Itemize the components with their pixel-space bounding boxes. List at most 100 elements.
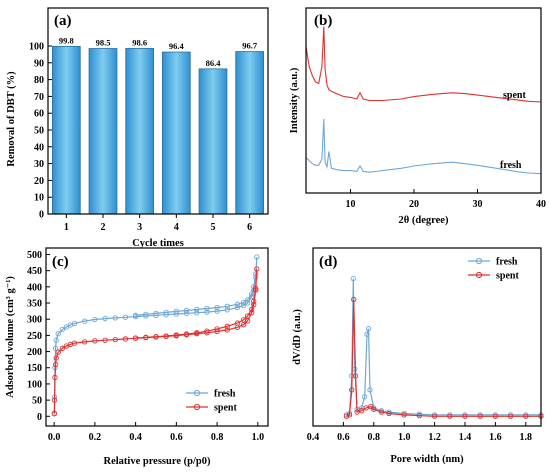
- x-tick-label: 1.0: [398, 432, 411, 443]
- data-point-spent: [371, 406, 377, 412]
- x-tick-label: 0.0: [48, 432, 61, 443]
- data-point-spent: [352, 373, 359, 379]
- data-point-spent: [346, 412, 353, 418]
- panel-d: 0.4 0.6 0.8 1.0 1.2 1.4 1.6 1.8 fresh spent (d) Por…: [292, 247, 544, 465]
- data-point-fresh: [143, 313, 149, 319]
- data-point-fresh: [143, 311, 149, 317]
- bar: [198, 68, 228, 215]
- data-point-spent: [224, 327, 230, 333]
- data-point-fresh: [82, 318, 88, 324]
- x-tick-label: 20: [409, 199, 419, 210]
- data-point-spent: [523, 413, 529, 419]
- y-tick-label: 100: [27, 379, 42, 390]
- annotation-fresh: fresh: [500, 160, 522, 171]
- y-tick-label: 200: [27, 347, 42, 358]
- annotation-spent: spent: [503, 90, 526, 101]
- x-tick-label: 2: [101, 222, 106, 233]
- data-point-spent: [51, 411, 58, 417]
- x-tick-label: 1.4: [459, 432, 472, 443]
- data-point-spent: [59, 345, 65, 351]
- y-tick-label: 60: [34, 109, 44, 120]
- data-point-fresh: [214, 308, 220, 314]
- series-line-fresh: [53, 257, 258, 414]
- bar-value-label: 98.6: [132, 37, 147, 47]
- data-point-spent: [363, 405, 369, 411]
- data-point-fresh: [364, 331, 370, 337]
- legend-marker-spent: [475, 271, 483, 279]
- data-point-fresh: [365, 326, 372, 332]
- bar-value-label: 86.4: [206, 58, 222, 68]
- data-point-fresh: [173, 311, 179, 317]
- y-tick-label: 50: [34, 126, 44, 137]
- x-tick-label: 0.4: [129, 432, 142, 443]
- data-point-fresh: [55, 331, 61, 337]
- data-point-spent: [153, 334, 159, 340]
- data-point-spent: [462, 413, 468, 419]
- x-tick-label: 3: [137, 222, 142, 233]
- bar-value-label: 99.8: [59, 35, 74, 45]
- legend-marker-fresh: [475, 257, 483, 265]
- y-tick-label: 90: [34, 58, 44, 69]
- data-point-spent: [71, 340, 78, 346]
- data-point-fresh: [214, 304, 220, 311]
- data-point-fresh: [253, 271, 259, 277]
- data-point-fresh: [194, 306, 200, 313]
- data-point-fresh: [249, 291, 255, 297]
- panel-b: spent fresh 10 20 30 40 (b) 2θ (degree) Intensit…: [289, 7, 546, 226]
- data-point-fresh: [71, 320, 78, 327]
- data-point-spent: [52, 361, 59, 368]
- legend-label-fresh: fresh: [496, 257, 518, 268]
- series-line-fresh: [305, 118, 542, 175]
- data-point-spent: [112, 336, 118, 343]
- data-point-spent: [253, 285, 259, 292]
- data-point-fresh: [102, 315, 108, 322]
- bar: [161, 51, 191, 215]
- plot-frame: [312, 247, 542, 427]
- data-point-spent: [102, 337, 108, 343]
- data-point-spent: [204, 330, 210, 336]
- y-tick-label: 70: [34, 92, 44, 103]
- x-tick-label: 4: [174, 222, 179, 233]
- x-tick-label: 0.8: [211, 432, 224, 443]
- panel-label: (b): [314, 13, 332, 29]
- data-point-fresh: [173, 308, 179, 315]
- x-axis-title: Cycle times: [132, 238, 184, 249]
- bar-value-label: 98.5: [96, 38, 111, 48]
- x-tick-label: 1.2: [428, 432, 441, 443]
- data-point-fresh: [183, 307, 190, 314]
- series-line-spent: [53, 268, 258, 414]
- data-point-spent: [386, 410, 392, 417]
- data-point-fresh: [63, 324, 70, 330]
- y-tick-label: 150: [27, 363, 42, 374]
- data-point-spent: [401, 412, 407, 418]
- x-tick-label: 10: [345, 199, 355, 210]
- data-point-spent: [477, 413, 483, 419]
- y-tick-label: 250: [27, 331, 42, 342]
- x-tick-label: 40: [536, 199, 546, 210]
- data-point-fresh: [92, 316, 98, 323]
- data-point-spent: [378, 409, 385, 415]
- x-axis-title: Pore width (nm): [390, 454, 464, 465]
- data-point-spent: [240, 322, 247, 328]
- data-point-spent: [249, 310, 255, 316]
- data-point-spent: [244, 313, 251, 319]
- data-point-fresh: [153, 312, 159, 318]
- x-tick-label: 0.6: [170, 432, 183, 443]
- data-point-spent: [52, 374, 58, 381]
- data-point-fresh: [112, 315, 118, 321]
- data-point-spent: [351, 296, 357, 303]
- x-axis-title: 2θ (degree): [399, 215, 449, 226]
- panel-label: (c): [52, 254, 69, 270]
- x-tick-label: 0.6: [337, 432, 350, 443]
- x-tick-label: 1.8: [520, 432, 533, 443]
- panel-a: 99.8198.5298.6396.4486.4596.760102030405…: [6, 7, 269, 249]
- plot-frame: [305, 7, 542, 194]
- y-tick-label: 0: [37, 412, 42, 423]
- data-point-fresh: [163, 309, 169, 316]
- data-point-fresh: [244, 297, 251, 303]
- data-point-fresh: [240, 302, 247, 309]
- data-point-spent: [51, 397, 58, 403]
- y-axis-title: Adsorbed volume (cm³ g⁻¹): [5, 276, 16, 398]
- data-point-spent: [214, 326, 220, 332]
